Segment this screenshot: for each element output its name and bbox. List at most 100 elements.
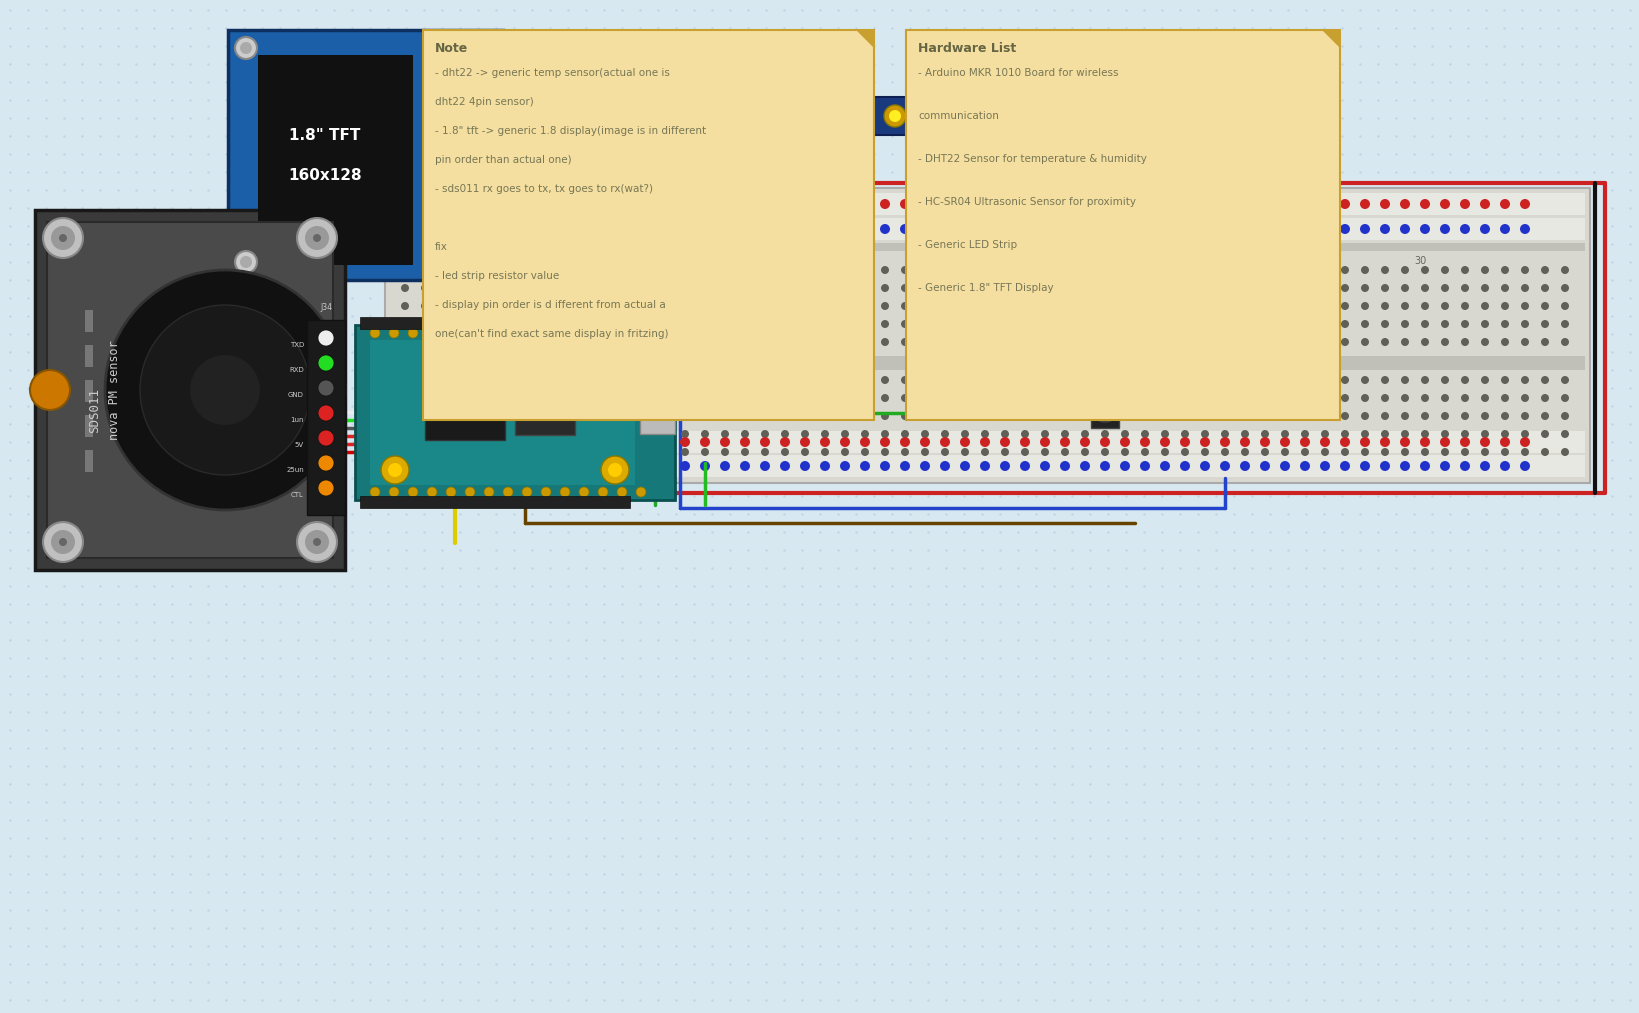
Text: CTL: CTL (292, 492, 303, 498)
Circle shape (561, 320, 569, 328)
Circle shape (1000, 461, 1010, 471)
Text: 1un: 1un (290, 417, 303, 423)
Circle shape (480, 224, 490, 234)
Circle shape (1439, 437, 1449, 447)
Circle shape (461, 412, 469, 420)
Circle shape (700, 320, 708, 328)
Circle shape (600, 430, 608, 438)
Circle shape (1519, 461, 1529, 471)
Circle shape (1480, 338, 1488, 346)
Circle shape (1478, 199, 1490, 209)
Circle shape (1180, 412, 1188, 420)
Text: TXD: TXD (290, 342, 303, 348)
Circle shape (721, 430, 729, 438)
Circle shape (475, 149, 490, 163)
Circle shape (1339, 461, 1349, 471)
Circle shape (880, 199, 890, 209)
Circle shape (500, 224, 510, 234)
Circle shape (880, 376, 888, 384)
Circle shape (1460, 284, 1469, 292)
Circle shape (661, 266, 669, 274)
Circle shape (739, 199, 749, 209)
Bar (1208, 227, 1216, 235)
Circle shape (579, 487, 588, 497)
Circle shape (461, 338, 469, 346)
Circle shape (1200, 394, 1208, 402)
Circle shape (780, 284, 788, 292)
Circle shape (659, 199, 670, 209)
Circle shape (561, 430, 569, 438)
Bar (975, 124, 982, 130)
Circle shape (1180, 224, 1190, 234)
Circle shape (646, 109, 659, 123)
Circle shape (1300, 199, 1310, 209)
Circle shape (760, 302, 769, 310)
Circle shape (661, 284, 669, 292)
Circle shape (441, 266, 449, 274)
Circle shape (459, 199, 470, 209)
Circle shape (1041, 448, 1049, 456)
Circle shape (459, 461, 470, 471)
Circle shape (1090, 394, 1118, 422)
Circle shape (541, 376, 549, 384)
Circle shape (1541, 302, 1549, 310)
Circle shape (1419, 284, 1428, 292)
Circle shape (780, 437, 790, 447)
Bar (306, 320, 344, 515)
Circle shape (1221, 412, 1228, 420)
Circle shape (1200, 199, 1210, 209)
Circle shape (1480, 266, 1488, 274)
Circle shape (841, 320, 849, 328)
Circle shape (1360, 284, 1369, 292)
Circle shape (539, 461, 549, 471)
Circle shape (1360, 376, 1369, 384)
Circle shape (500, 394, 508, 402)
Circle shape (1219, 437, 1229, 447)
Circle shape (700, 448, 708, 456)
Circle shape (1319, 437, 1329, 447)
Circle shape (661, 412, 669, 420)
Circle shape (421, 302, 429, 310)
Circle shape (860, 338, 869, 346)
Circle shape (1419, 338, 1428, 346)
Circle shape (1260, 302, 1269, 310)
Circle shape (580, 320, 588, 328)
Text: one(can't find exact same display in fritzing): one(can't find exact same display in fri… (434, 329, 669, 339)
Circle shape (1480, 394, 1488, 402)
Circle shape (600, 320, 608, 328)
Circle shape (580, 430, 588, 438)
Text: D18B
1W0B
D.2: D18B 1W0B D.2 (1096, 403, 1111, 419)
Circle shape (1100, 302, 1108, 310)
Circle shape (500, 199, 510, 209)
Circle shape (441, 302, 449, 310)
Circle shape (1100, 412, 1108, 420)
Circle shape (402, 266, 408, 274)
Circle shape (680, 376, 688, 384)
Circle shape (561, 394, 569, 402)
Circle shape (808, 110, 821, 122)
Circle shape (1280, 284, 1288, 292)
Circle shape (1219, 224, 1229, 234)
Bar (1252, 227, 1262, 235)
Circle shape (959, 437, 969, 447)
Circle shape (1160, 430, 1169, 438)
Circle shape (580, 394, 588, 402)
Circle shape (1359, 461, 1369, 471)
Circle shape (1460, 302, 1469, 310)
Circle shape (780, 430, 788, 438)
Circle shape (960, 302, 969, 310)
Circle shape (600, 284, 608, 292)
Circle shape (402, 376, 408, 384)
Circle shape (1259, 461, 1269, 471)
Circle shape (1221, 430, 1228, 438)
Circle shape (1300, 461, 1310, 471)
Circle shape (580, 224, 590, 234)
Circle shape (1259, 224, 1269, 234)
Circle shape (921, 430, 928, 438)
Circle shape (484, 328, 493, 338)
Circle shape (1380, 266, 1388, 274)
Circle shape (1000, 338, 1008, 346)
Circle shape (661, 338, 669, 346)
Circle shape (1380, 284, 1388, 292)
Circle shape (1459, 224, 1469, 234)
